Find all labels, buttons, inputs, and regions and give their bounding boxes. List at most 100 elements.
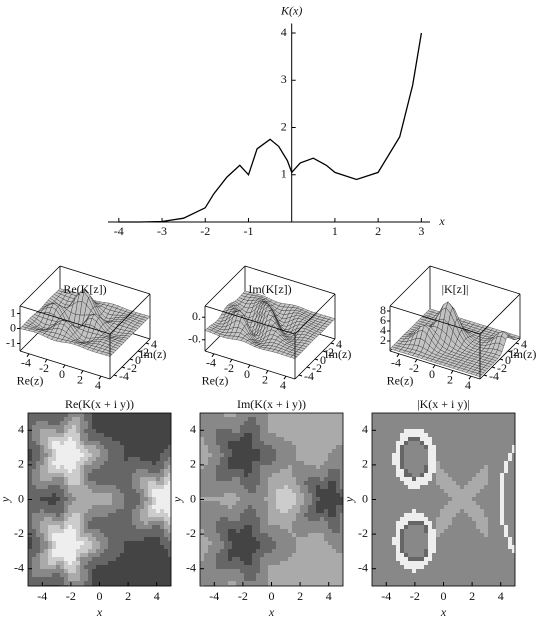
contour-cell (232, 493, 237, 498)
contour-cell (340, 449, 344, 454)
contour-cell (320, 561, 325, 566)
y-tick-label: 2 (18, 457, 24, 471)
contour-cell (124, 429, 129, 434)
contour-cell (332, 469, 337, 474)
contour-cell (320, 541, 325, 546)
contour-cell (408, 489, 413, 494)
contour-cell (296, 445, 301, 450)
contour-cell (84, 461, 89, 466)
contour-cell (240, 449, 245, 454)
contour-cell (292, 497, 297, 502)
contour-cell (200, 549, 205, 554)
contour-cell (104, 581, 109, 586)
contour-cell (260, 513, 265, 518)
contour-cell (92, 541, 97, 546)
contour-cell (372, 509, 377, 514)
contour-cell (272, 469, 277, 474)
contour-cell (316, 473, 321, 478)
contour-cell (92, 501, 97, 506)
contour-cell (156, 449, 161, 454)
box-edge (19, 265, 61, 307)
contour-cell (212, 469, 217, 474)
contour-cell (404, 565, 409, 570)
contour-cell (152, 501, 157, 506)
contour-cell (376, 557, 381, 562)
contour-cell (392, 425, 397, 430)
contour-cell (208, 421, 213, 426)
contour-cell (124, 453, 129, 458)
contour-cell (388, 573, 393, 578)
contour-cell (248, 517, 253, 522)
contour-cell (292, 533, 297, 538)
contour-cell (232, 509, 237, 514)
contour-cell (312, 433, 317, 438)
contour-cell (248, 457, 253, 462)
contour-cell (112, 513, 117, 518)
contour-cell (276, 557, 281, 562)
contour-cell (384, 537, 389, 542)
contour-cell (272, 413, 277, 418)
contour-cell (376, 533, 381, 538)
contour-cell (204, 565, 209, 570)
contour-cell (320, 529, 325, 534)
contour-cell (332, 429, 337, 434)
contour-cell (92, 441, 97, 446)
contour-cell (128, 577, 133, 582)
contour-cell (216, 413, 221, 418)
contour-cell (116, 461, 121, 466)
contour-cell (316, 557, 321, 562)
contour-cell (68, 473, 73, 478)
contour-cell (372, 429, 377, 434)
contour-cell (140, 501, 145, 506)
contour-cell (140, 533, 145, 538)
contour-cell (108, 461, 113, 466)
contour-cell (320, 457, 325, 462)
contour-cell (224, 497, 229, 502)
contour-cell (244, 581, 249, 586)
contour-cell (264, 429, 269, 434)
contour-cell (228, 457, 233, 462)
contour-cell (400, 545, 405, 550)
contour-cell (120, 485, 125, 490)
contour-cell (144, 485, 149, 490)
contour-cell (280, 469, 285, 474)
contour-cell (296, 537, 301, 542)
contour-cell (280, 433, 285, 438)
contour-cell (132, 581, 137, 586)
contour-cell (160, 513, 165, 518)
contour-cell (208, 505, 213, 510)
contour-cell (384, 493, 389, 498)
contour-cell (28, 541, 33, 546)
contour-cell (120, 477, 125, 482)
contour-cell (376, 425, 381, 430)
contour-cell (340, 461, 344, 466)
contour-cell (324, 553, 329, 558)
contour-cell (116, 573, 121, 578)
contour-cell (408, 485, 413, 490)
contour-cell (64, 413, 69, 418)
contour-cell (36, 425, 41, 430)
contour-cell (236, 481, 241, 486)
contour-cell (164, 581, 169, 586)
contour-cell (324, 433, 329, 438)
contour-cell (308, 573, 313, 578)
contour-cell (392, 541, 397, 546)
contour-cell (376, 581, 381, 586)
contour-cell (128, 417, 133, 422)
box-edge (204, 305, 296, 335)
contour-cell (256, 537, 261, 542)
contour-cell (44, 497, 49, 502)
contour-cell (164, 449, 169, 454)
contour-cell (272, 541, 277, 546)
contour-cell (200, 513, 205, 518)
contour-cell (80, 509, 85, 514)
contour-cell (56, 513, 61, 518)
contour-cell (376, 493, 381, 498)
contour-cell (392, 545, 397, 550)
contour-cell (244, 549, 249, 554)
contour-cell (64, 525, 69, 530)
contour-cell (56, 553, 61, 558)
contour-cell (224, 489, 229, 494)
contour-cell (148, 493, 153, 498)
contour-cell (28, 449, 33, 454)
